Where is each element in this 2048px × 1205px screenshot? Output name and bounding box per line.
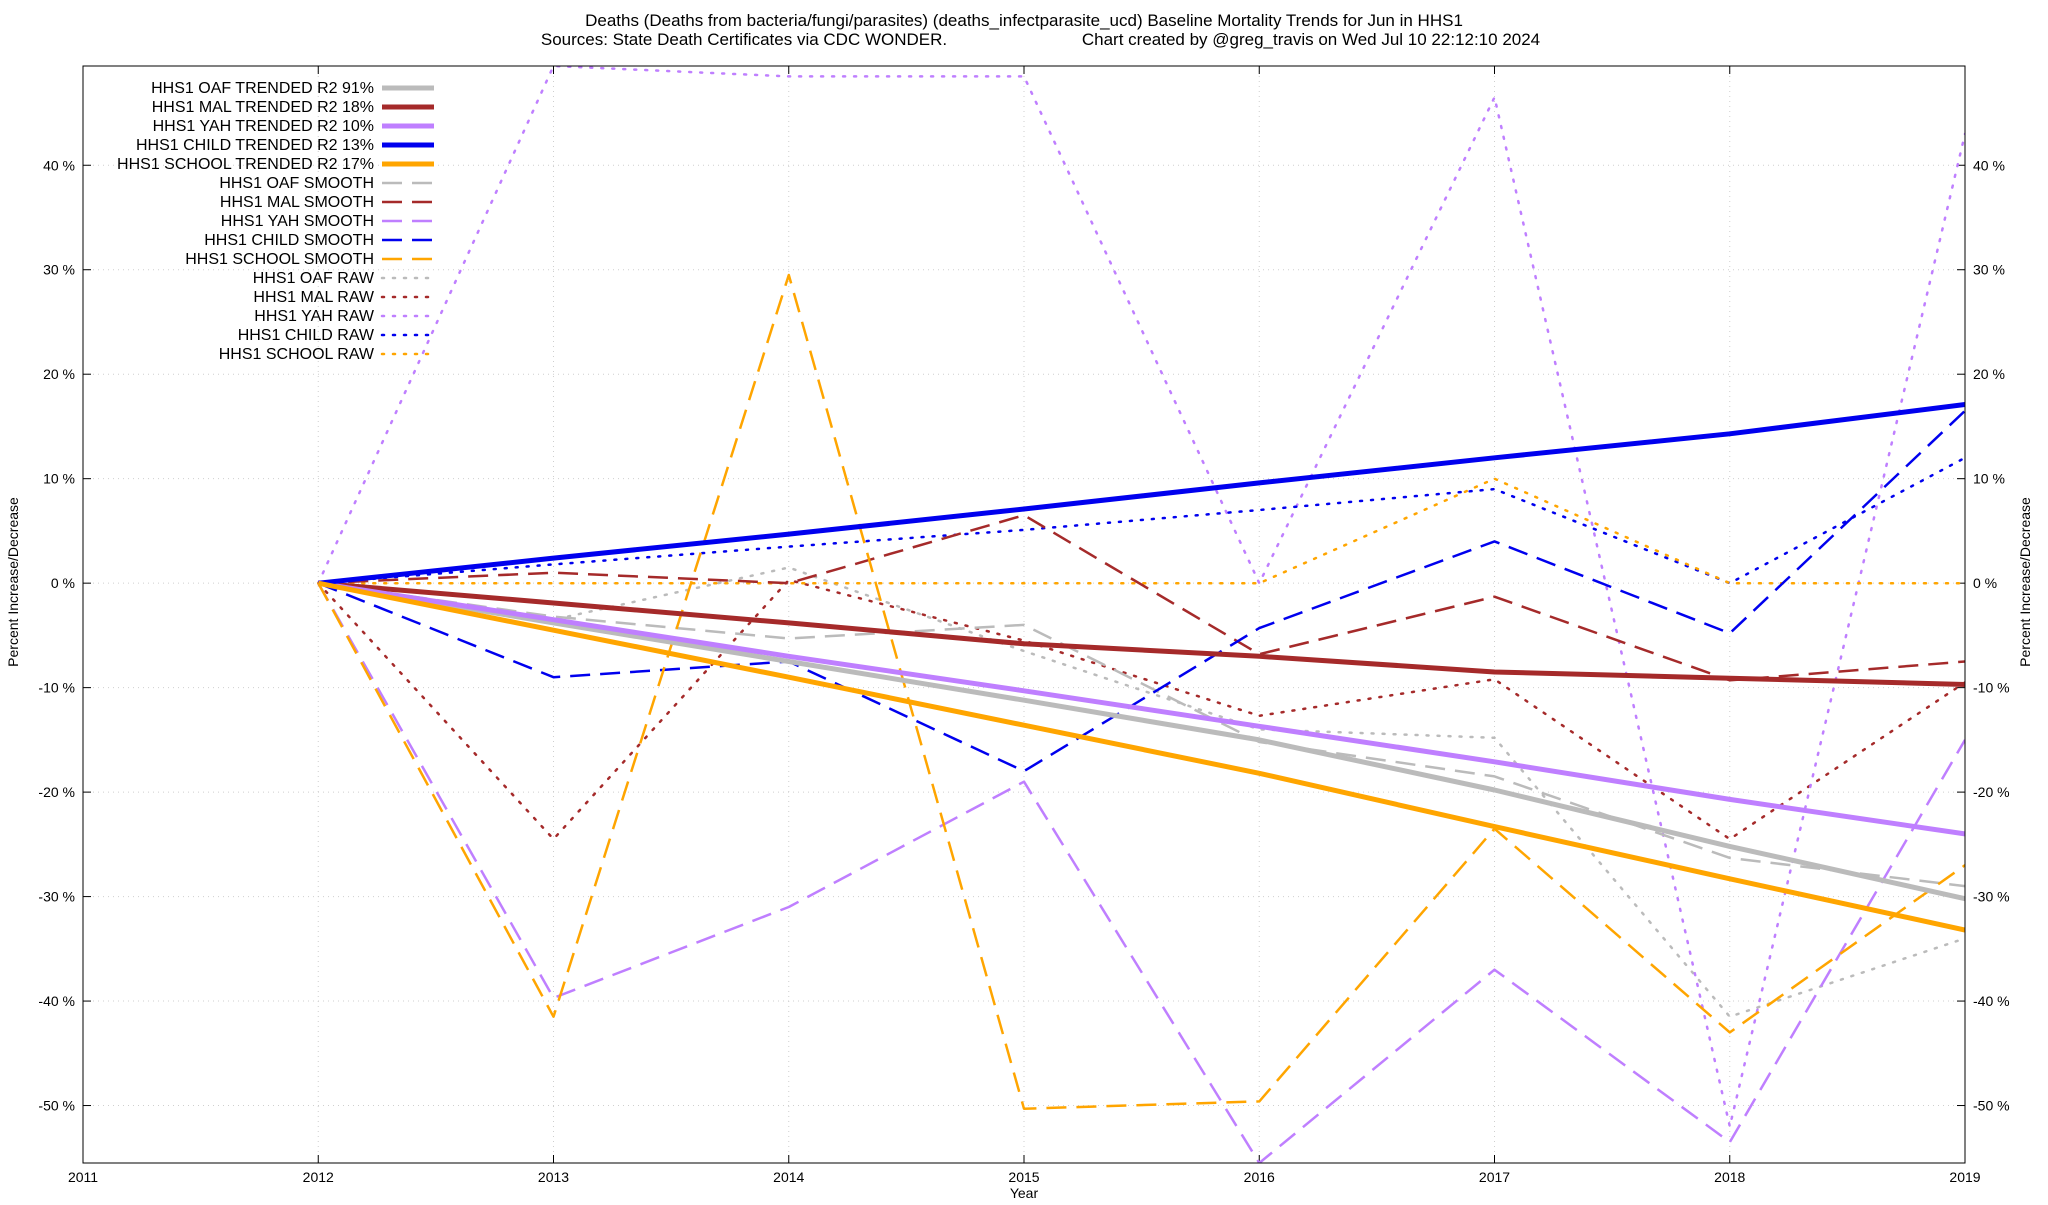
- series-hhs1-oaf-trended-r2-91: [317, 580, 1965, 902]
- series-hhs1-mal-smooth: [318, 513, 1965, 682]
- legend-label: HHS1 MAL TRENDED R2 18%: [152, 99, 374, 116]
- y-tick-label-left: -10 %: [38, 680, 75, 696]
- series-hhs1-mal-raw: [317, 578, 1965, 841]
- legend-label: HHS1 CHILD RAW: [238, 327, 375, 344]
- legend-label: HHS1 MAL RAW: [253, 289, 375, 306]
- y-tick-label-left: 40 %: [43, 157, 75, 173]
- y-tick-label-right: -10 %: [1973, 680, 2010, 696]
- y-axis-label-right: Percent Increase/Decrease: [2017, 497, 2033, 667]
- legend-label: HHS1 CHILD SMOOTH: [204, 232, 374, 249]
- x-tick-label: 2015: [1008, 1169, 1039, 1185]
- x-axis-label: Year: [1010, 1185, 1039, 1200]
- y-tick-label-right: 30 %: [1973, 262, 2005, 278]
- legend-label: HHS1 OAF RAW: [253, 270, 375, 287]
- series-hhs1-mal-trended-r2-18: [318, 580, 1965, 687]
- y-tick-label-right: -40 %: [1973, 993, 2010, 1009]
- y-tick-label-right: 20 %: [1973, 366, 2005, 382]
- y-tick-label-left: 20 %: [43, 366, 75, 382]
- y-tick-label-left: 10 %: [43, 471, 75, 487]
- y-tick-label-left: -30 %: [38, 889, 75, 905]
- legend-label: HHS1 YAH SMOOTH: [221, 213, 374, 230]
- legend: HHS1 OAF TRENDED R2 91% HHS1 MAL TRENDED …: [117, 80, 436, 363]
- axis-ticks: 2011 2012 2013 2014 2015 2016 2017 2018 2019 -50 …: [38, 66, 2010, 1185]
- legend-label: HHS1 CHILD TRENDED R2 13%: [136, 137, 374, 154]
- x-tick-label: 2019: [1949, 1169, 1980, 1185]
- chart-title: Deaths (Deaths from bacteria/fungi/paras…: [585, 11, 1463, 30]
- series-hhs1-oaf-raw: [317, 566, 1965, 1018]
- x-tick-label: 2011: [68, 1169, 98, 1185]
- legend-label: HHS1 MAL SMOOTH: [220, 194, 374, 211]
- y-tick-label-left: -50 %: [38, 1098, 75, 1114]
- y-tick-label-left: 0 %: [51, 575, 75, 591]
- y-tick-label-left: 30 %: [43, 262, 75, 278]
- series-hhs1-yah-trended-r2-10: [317, 580, 1965, 837]
- series-hhs1-child-trended-r2-13: [318, 402, 1965, 586]
- y-tick-label-right: -20 %: [1973, 784, 2010, 800]
- y-tick-label-left: -40 %: [38, 993, 75, 1009]
- legend-label: HHS1 SCHOOL TRENDED R2 17%: [117, 156, 374, 173]
- x-tick-label: 2016: [1244, 1169, 1275, 1185]
- y-tick-label-right: 0 %: [1973, 575, 1997, 591]
- x-tick-label: 2018: [1714, 1169, 1745, 1185]
- series-hhs1-child-smooth: [317, 409, 1965, 773]
- y-tick-label-right: -50 %: [1973, 1098, 2010, 1114]
- x-tick-label: 2017: [1479, 1169, 1510, 1185]
- x-tick-label: 2014: [773, 1169, 804, 1185]
- series-hhs1-child-raw: [317, 456, 1965, 585]
- chart-source-note: Sources: State Death Certificates via CD…: [541, 30, 947, 49]
- legend-label: HHS1 OAF SMOOTH: [219, 175, 374, 192]
- series-hhs1-yah-raw: [317, 66, 1965, 1128]
- series-hhs1-school-trended-r2-17: [317, 580, 1965, 933]
- legend-label: HHS1 OAF TRENDED R2 91%: [151, 80, 374, 97]
- legend-label: HHS1 SCHOOL RAW: [219, 346, 375, 363]
- y-tick-label-right: 40 %: [1973, 157, 2005, 173]
- legend-label: HHS1 YAH RAW: [254, 308, 375, 325]
- y-tick-label-right: -30 %: [1973, 889, 2010, 905]
- legend-label: HHS1 SCHOOL SMOOTH: [185, 251, 374, 268]
- series-hhs1-school-smooth: [317, 273, 1965, 1110]
- series-hhs1-school-raw: [317, 477, 1965, 585]
- y-tick-label-left: -20 %: [38, 784, 75, 800]
- series-hhs1-yah-smooth: [317, 582, 1965, 1163]
- x-tick-label: 2012: [303, 1169, 334, 1185]
- chart-credit-note: Chart created by @greg_travis on Wed Jul…: [1082, 30, 1540, 49]
- plot-border: [82, 65, 1966, 1164]
- y-axis-label-left: Percent Increase/Decrease: [5, 497, 21, 667]
- series-lines: [317, 66, 1965, 1163]
- y-tick-label-right: 10 %: [1973, 471, 2005, 487]
- series-hhs1-oaf-smooth: [318, 581, 1965, 888]
- x-tick-label: 2013: [538, 1169, 569, 1185]
- legend-label: HHS1 YAH TRENDED R2 10%: [153, 118, 374, 135]
